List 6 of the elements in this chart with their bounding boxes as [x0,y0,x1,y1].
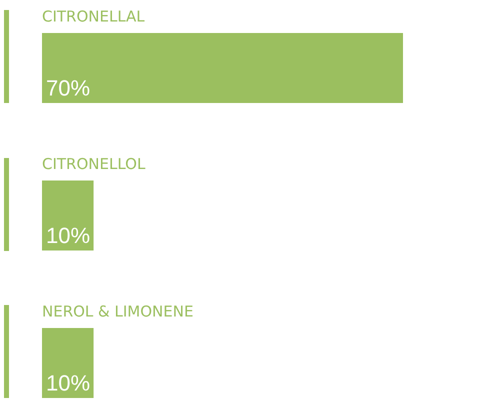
data-label: 70% [46,76,90,100]
y-tick-label: CITRONELLAL [42,8,146,26]
y-tick-label: CITRONELLOL [42,155,146,173]
y-tick-label: NEROL & LIMONENE [42,302,194,320]
data-label: 10% [46,370,90,396]
data-label: 10% [46,223,90,248]
